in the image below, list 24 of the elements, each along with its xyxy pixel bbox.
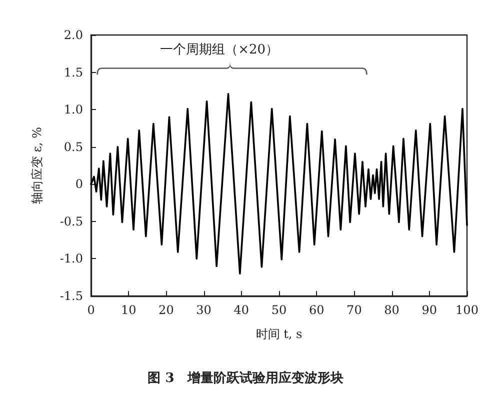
y-tick-label: 1.5	[64, 65, 83, 80]
x-axis-title: 时间 t, s	[256, 327, 302, 341]
x-tick-label: 40	[234, 303, 250, 317]
annotation: 一个周期组（×20）	[160, 42, 279, 58]
x-tick-label: 0	[87, 303, 95, 317]
y-tick-label: 0	[75, 177, 83, 192]
x-tick-label: 20	[158, 303, 174, 317]
y-tick-label: -1.0	[60, 252, 83, 266]
x-tick-label: 10	[120, 303, 136, 317]
x-tick-label: 70	[346, 303, 362, 317]
y-tick-label: 2.0	[64, 28, 83, 42]
line-series	[90, 93, 468, 275]
y-tick-label: 1.0	[64, 102, 83, 117]
x-tick-label: 30	[196, 303, 212, 317]
y-tick-label: -0.5	[60, 214, 83, 228]
x-tick-label: 80	[384, 303, 400, 317]
caption: 图 3 增量阶跃试验用应变波形块	[148, 370, 344, 386]
x-tick-label: 60	[308, 303, 324, 317]
y-tick-label: 0.5	[64, 140, 83, 154]
y-tick-label: -1.5	[60, 289, 83, 303]
x-tick-label: 50	[271, 303, 287, 317]
x-tick-label: 100	[456, 303, 478, 317]
y-axis-title: 轴向应变 ε, %	[30, 126, 44, 204]
x-tick-label: 90	[422, 303, 438, 317]
